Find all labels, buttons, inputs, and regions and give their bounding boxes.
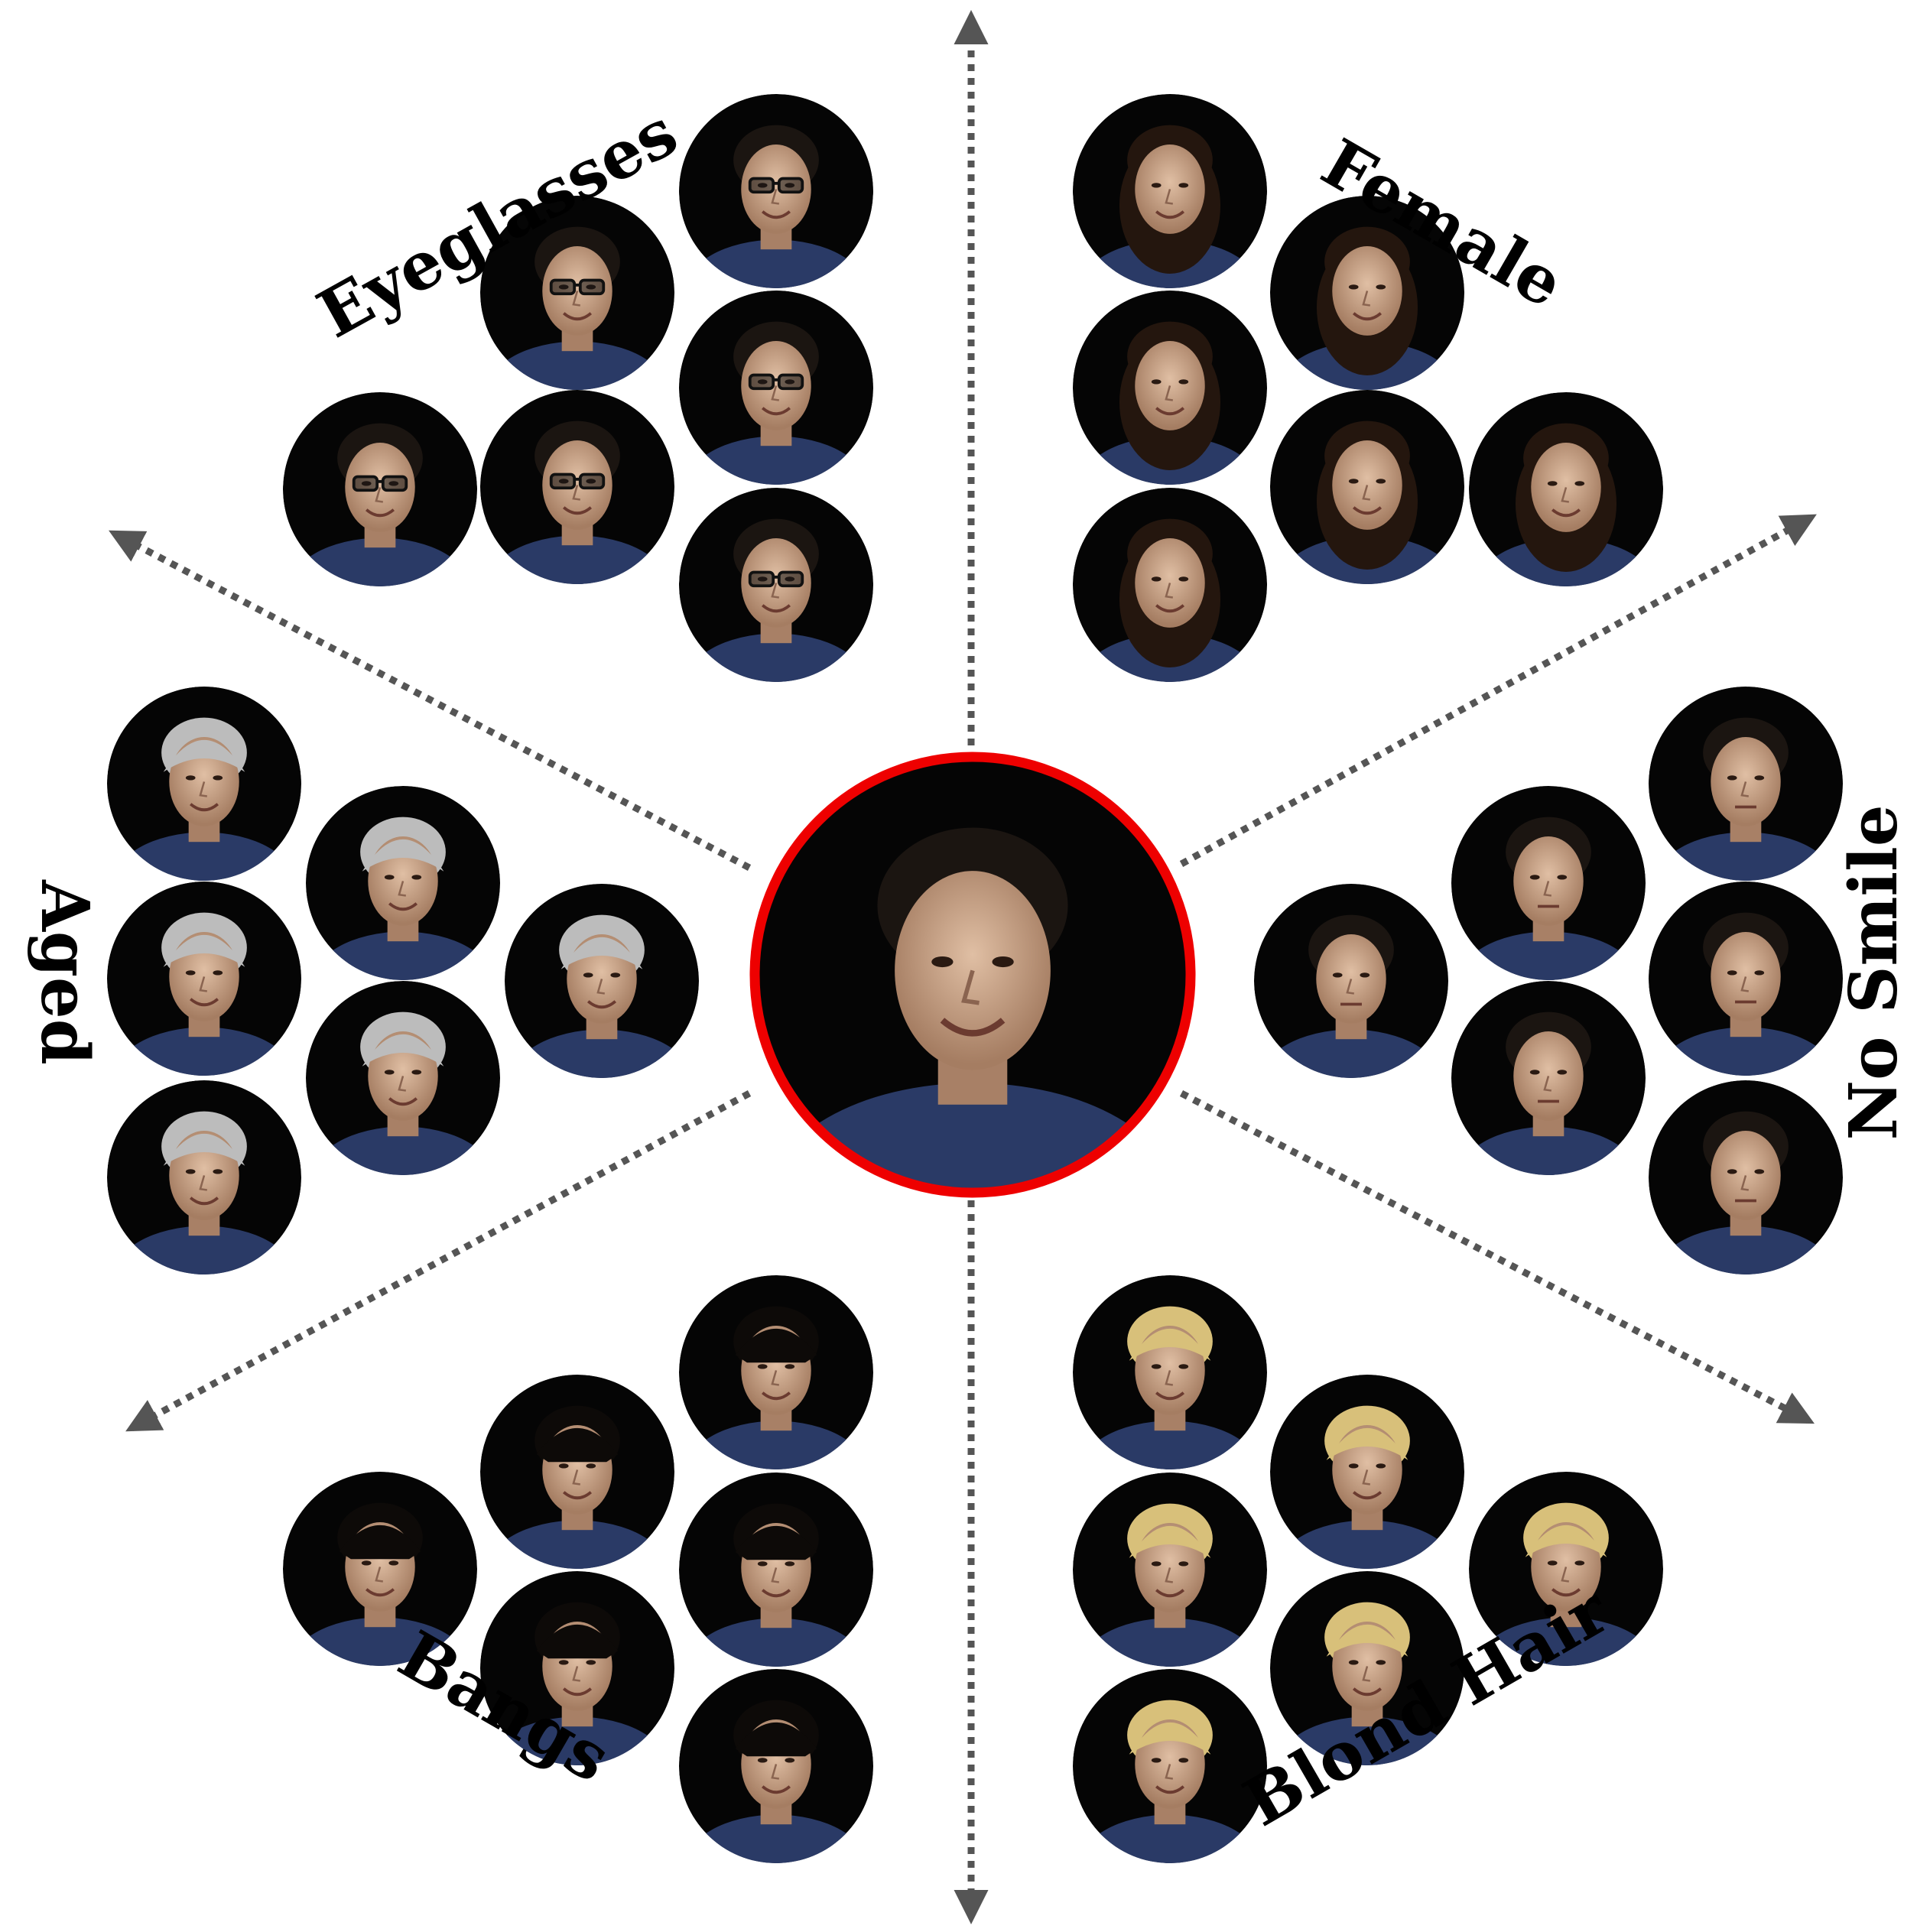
blond-hair-face-1 — [1073, 1275, 1267, 1469]
female-face-1 — [1073, 94, 1267, 288]
aged-face-5 — [306, 981, 500, 1175]
no-smile-face-1 — [1649, 687, 1843, 881]
blond-hair-face-4 — [1469, 1472, 1663, 1666]
bangs-face-3 — [679, 1473, 873, 1667]
center-face-thumbnail — [749, 752, 1196, 1198]
group-aged — [107, 687, 699, 1274]
group-no-smile — [1254, 687, 1843, 1274]
bangs-face-1 — [679, 1275, 873, 1469]
no-smile-face-3 — [1649, 882, 1843, 1076]
female-face-6 — [1073, 488, 1267, 682]
label-no-smile: No Smile — [1835, 804, 1912, 1140]
female-face-3 — [1073, 291, 1267, 485]
blond-hair-face-2 — [1270, 1375, 1464, 1569]
eyeglasses-face-6 — [679, 488, 873, 682]
bangs-face-6 — [679, 1669, 873, 1863]
bangs-face-4 — [283, 1472, 477, 1666]
bangs-face-2 — [480, 1375, 674, 1569]
group-blond-hair — [1073, 1275, 1663, 1863]
group-bangs — [283, 1275, 873, 1863]
center-face — [756, 758, 1189, 1191]
axis-arrows — [109, 10, 1817, 1924]
arrow-upper-left — [109, 530, 752, 871]
blond-hair-face-6 — [1073, 1669, 1267, 1863]
eyeglasses-face-1 — [679, 94, 873, 288]
eyeglasses-face-5 — [480, 390, 674, 584]
eyeglasses-face-4 — [283, 392, 477, 586]
blond-hair-face-3 — [1073, 1473, 1267, 1667]
female-face-2 — [1270, 196, 1464, 390]
no-smile-face-4 — [1254, 884, 1448, 1078]
aged-face-2 — [306, 786, 500, 980]
female-face-4 — [1469, 392, 1663, 586]
no-smile-face-2 — [1451, 786, 1646, 980]
aged-face-4 — [505, 884, 699, 1078]
female-face-5 — [1270, 390, 1464, 584]
aged-face-1 — [107, 687, 301, 881]
label-aged: Aged — [26, 879, 103, 1065]
bangs-face-5 — [480, 1571, 674, 1765]
no-smile-face-6 — [1649, 1080, 1843, 1274]
blond-hair-face-5 — [1270, 1571, 1464, 1765]
group-female — [1073, 94, 1663, 682]
aged-face-3 — [107, 882, 301, 1076]
eyeglasses-face-3 — [679, 291, 873, 485]
aged-face-6 — [107, 1080, 301, 1274]
arrow-upper-right — [1179, 514, 1817, 867]
center-ring — [749, 752, 1196, 1198]
group-eyeglasses — [283, 94, 873, 682]
no-smile-face-5 — [1451, 981, 1646, 1175]
eyeglasses-face-2 — [480, 196, 674, 390]
